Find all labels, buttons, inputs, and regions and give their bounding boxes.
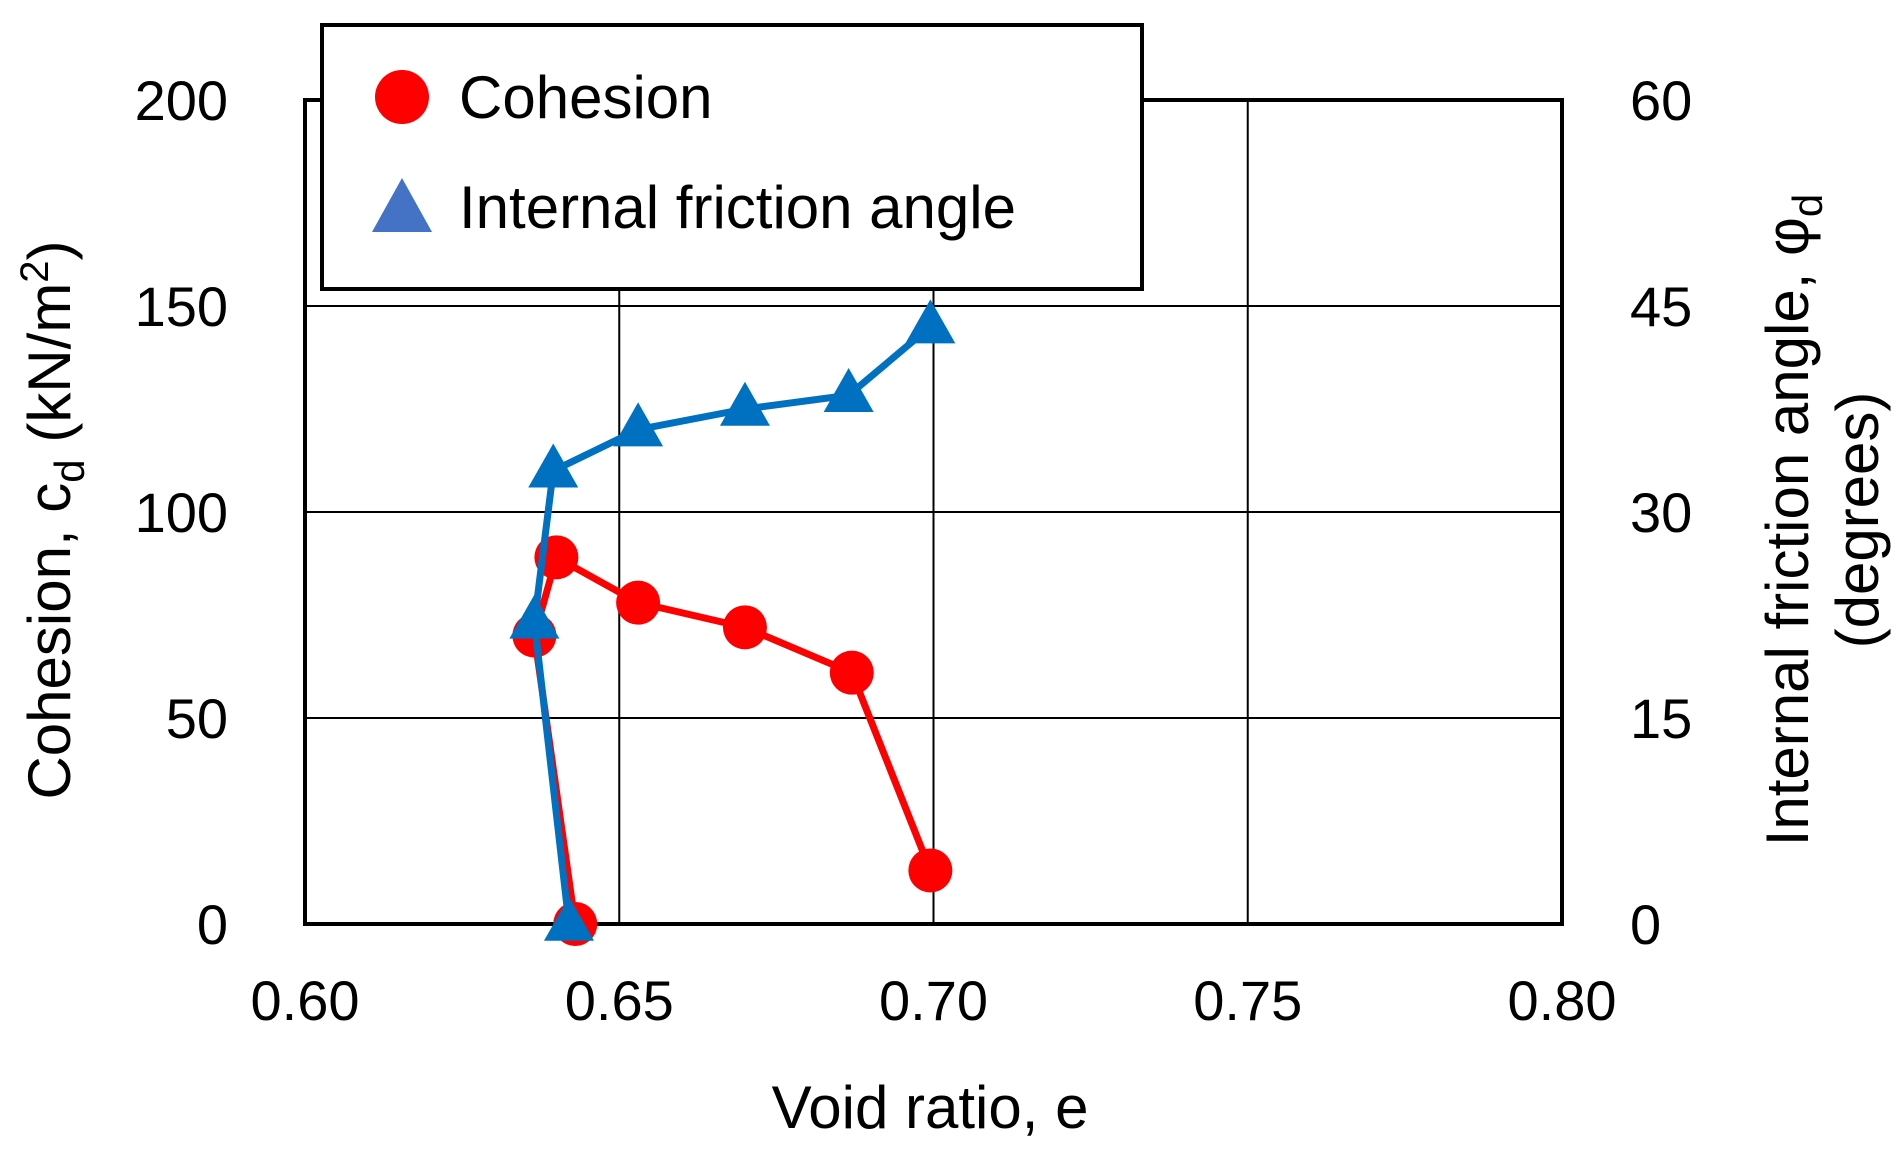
y-right-axis-title-units: (degrees) — [1824, 392, 1891, 649]
y-right-tick-label: 30 — [1630, 481, 1692, 544]
x-tick-label: 0.75 — [1193, 969, 1302, 1032]
y-left-axis-title: Cohesion, cd (kN/m2) — [13, 240, 93, 799]
x-tick-label: 0.70 — [879, 969, 988, 1032]
y-right-tick-label: 60 — [1630, 69, 1692, 132]
legend-box — [320, 23, 1144, 291]
y-right-axis-title: Internal friction angle, φd — [1754, 194, 1831, 847]
friction-angle-point — [509, 594, 560, 639]
friction-angle-point — [613, 402, 664, 447]
x-axis-title: Void ratio, e — [772, 1074, 1089, 1141]
cohesion-point — [829, 650, 874, 695]
series-cohesion — [512, 535, 953, 946]
y-left-tick-labels: 0 50 100 150 200 — [135, 69, 228, 956]
series-layer — [509, 299, 956, 946]
x-tick-label: 0.65 — [565, 969, 674, 1032]
friction-angle-point — [905, 299, 956, 344]
y-right-title-prefix: Internal friction angle, — [1754, 256, 1821, 846]
legend-friction-marker — [372, 178, 432, 232]
y-right-tick-label: 0 — [1630, 893, 1661, 956]
y-right-tick-labels: 0 15 30 45 60 — [1630, 69, 1692, 956]
y-left-tick-label: 150 — [135, 275, 228, 338]
y-right-tick-label: 15 — [1630, 687, 1692, 750]
y-left-title-sup: 2 — [13, 260, 57, 282]
legend: Cohesion Internal friction angle — [320, 23, 1144, 291]
x-tick-label: 0.80 — [1508, 969, 1617, 1032]
x-tick-label: 0.60 — [251, 969, 360, 1032]
y-left-title-close: ) — [16, 240, 83, 260]
friction-angle-point — [719, 381, 770, 426]
y-left-title-unit: (kN/m — [16, 283, 83, 460]
y-left-tick-label: 100 — [135, 481, 228, 544]
cohesion-point — [722, 605, 767, 650]
series-internal-friction-angle — [509, 299, 956, 941]
y-left-tick-label: 50 — [166, 687, 228, 750]
y-left-tick-label: 200 — [135, 69, 228, 132]
y-right-title-sub: d — [1784, 194, 1831, 217]
cohesion-point — [908, 848, 953, 893]
y-left-tick-label: 0 — [197, 893, 228, 956]
x-tick-labels: 0.60 0.65 0.70 0.75 0.80 — [251, 969, 1617, 1032]
y-right-title-symbol: φ — [1754, 217, 1821, 256]
friction-angle-point — [528, 443, 579, 488]
legend-cohesion-label: Cohesion — [459, 64, 713, 131]
friction-angle-point — [823, 367, 874, 412]
y-left-title-sub: d — [46, 459, 93, 482]
y-left-title-prefix: Cohesion, c — [16, 483, 83, 800]
legend-friction-label: Internal friction angle — [459, 174, 1016, 241]
y-right-tick-label: 45 — [1630, 275, 1692, 338]
legend-cohesion-marker — [375, 70, 429, 124]
friction-angle-point — [543, 896, 594, 941]
cohesion-point — [616, 580, 661, 625]
